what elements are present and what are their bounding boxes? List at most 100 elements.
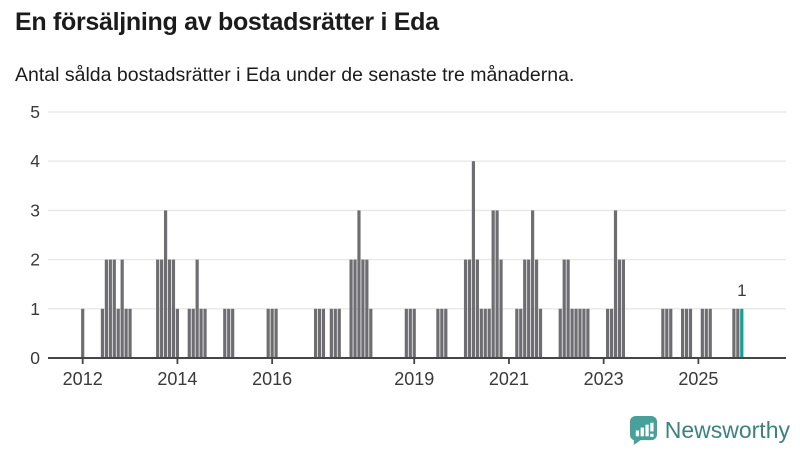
page-title: En försäljning av bostadsrätter i Eda	[15, 8, 439, 36]
bar	[156, 259, 160, 358]
bar	[270, 308, 274, 358]
highlight-bar	[740, 308, 744, 358]
bar	[195, 259, 199, 358]
x-tick-label: 2014	[157, 369, 197, 389]
bar	[467, 259, 472, 358]
bar	[688, 308, 693, 358]
x-tick-label: 2012	[63, 369, 103, 389]
bar	[661, 308, 665, 358]
bar	[479, 308, 483, 358]
bar	[495, 210, 499, 358]
bar	[274, 308, 278, 358]
x-tick-label: 2016	[252, 369, 292, 389]
bar	[617, 259, 622, 358]
y-tick-label: 5	[30, 102, 40, 122]
bar	[369, 308, 373, 358]
bar	[574, 308, 578, 358]
bar	[171, 259, 176, 358]
x-tick-label: 2025	[678, 369, 718, 389]
logo-bar-small	[635, 430, 639, 437]
bar	[203, 308, 207, 358]
bar	[463, 259, 468, 358]
bar	[538, 308, 543, 358]
bar	[704, 308, 708, 358]
y-tick-label: 4	[30, 151, 40, 171]
bar	[436, 308, 440, 358]
bar	[487, 308, 491, 358]
bar	[227, 308, 231, 358]
bar	[412, 308, 416, 358]
bar	[515, 308, 519, 358]
bar	[681, 308, 685, 358]
bar	[444, 308, 448, 358]
bar	[313, 308, 318, 358]
bar	[404, 308, 408, 358]
bar	[475, 259, 479, 358]
bar	[266, 308, 270, 358]
bar	[108, 259, 112, 358]
x-tick-label: 2019	[394, 369, 434, 389]
chart-subtitle: Antal sålda bostadsrätter i Eda under de…	[15, 64, 575, 86]
y-tick-label: 3	[30, 200, 40, 220]
logo-exclamation-dot	[650, 433, 654, 437]
bar	[491, 210, 495, 358]
bar	[408, 308, 412, 358]
bar	[684, 308, 689, 358]
bar	[112, 259, 116, 358]
bar	[160, 259, 164, 358]
bar	[333, 308, 337, 358]
bar	[562, 259, 566, 358]
bar	[124, 308, 128, 358]
y-tick-label: 0	[30, 348, 40, 368]
bar	[527, 259, 531, 358]
bar	[223, 308, 227, 358]
bar	[353, 259, 357, 358]
bar	[606, 308, 610, 358]
bar	[534, 259, 539, 358]
bar-value-label: 1	[737, 281, 746, 300]
bar	[669, 308, 673, 358]
bar	[187, 308, 191, 358]
logo-bar-medium	[640, 427, 644, 437]
bar	[609, 308, 614, 358]
bar	[471, 161, 476, 358]
bar	[570, 308, 574, 358]
bar	[613, 210, 618, 358]
bar	[558, 308, 562, 358]
bar	[321, 308, 326, 358]
bar	[116, 308, 120, 358]
bar	[100, 308, 105, 358]
bar	[104, 259, 108, 358]
bar	[361, 259, 365, 358]
bar	[365, 259, 369, 358]
bar	[357, 210, 361, 358]
newsworthy-logo-icon	[629, 415, 657, 445]
bar	[128, 308, 132, 358]
bar	[708, 308, 712, 358]
bar	[191, 308, 195, 358]
bar	[337, 308, 341, 358]
y-tick-label: 1	[30, 299, 40, 319]
bar	[163, 210, 168, 358]
bar	[199, 308, 203, 358]
bar	[483, 308, 487, 358]
logo-exclamation-stem	[650, 422, 654, 432]
bar	[665, 308, 669, 358]
bar	[329, 308, 333, 358]
brand-name: Newsworthy	[664, 416, 790, 443]
bar	[531, 210, 535, 358]
bar	[317, 308, 322, 358]
bar	[519, 308, 523, 358]
logo-bar-tall	[645, 424, 649, 437]
bar	[120, 259, 124, 358]
bar	[523, 259, 527, 358]
bar	[736, 308, 740, 358]
bar	[582, 308, 586, 358]
bar	[175, 308, 180, 358]
bar	[578, 308, 582, 358]
bar	[167, 259, 172, 358]
x-tick-label: 2021	[489, 369, 529, 389]
y-tick-label: 2	[30, 250, 40, 270]
newsworthy-logo: Newsworthy	[629, 415, 790, 445]
